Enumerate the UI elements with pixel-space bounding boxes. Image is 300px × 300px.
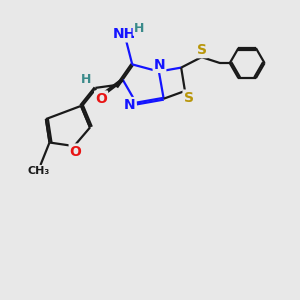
Text: CH₃: CH₃	[28, 166, 50, 176]
Text: N: N	[154, 58, 165, 72]
Text: H: H	[81, 73, 91, 86]
Text: S: S	[184, 91, 194, 105]
Text: O: O	[70, 145, 82, 158]
Text: H: H	[134, 22, 144, 35]
Text: O: O	[95, 92, 107, 106]
Text: N: N	[124, 98, 136, 112]
Text: NH: NH	[113, 27, 136, 41]
Text: S: S	[197, 43, 207, 57]
